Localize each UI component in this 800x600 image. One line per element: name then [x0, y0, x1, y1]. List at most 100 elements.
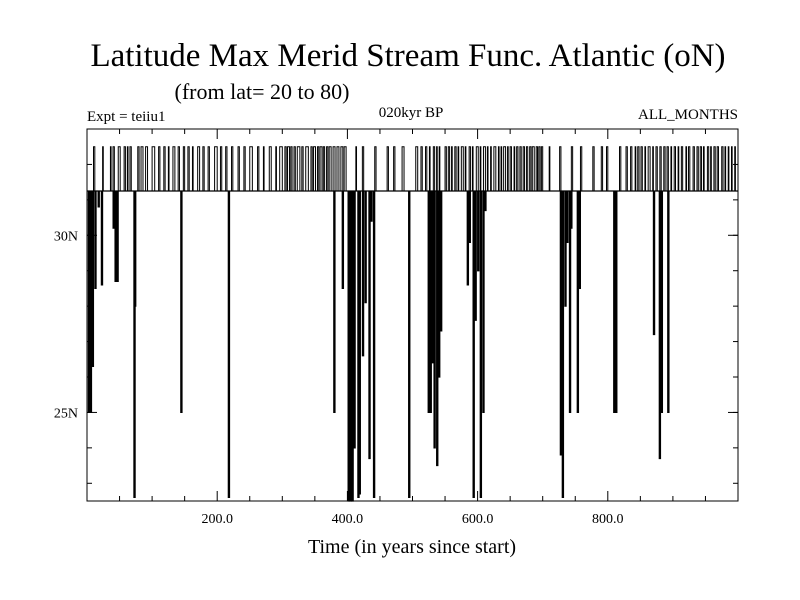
series-drop [347, 191, 350, 502]
series-high-pulse [355, 146, 358, 191]
series-high-pulse [326, 146, 329, 191]
series-drop [658, 191, 662, 460]
x-tick-label: 400.0 [332, 512, 364, 527]
series-high-pulse [522, 146, 525, 191]
series-drop [112, 191, 115, 229]
series-high-pulse [509, 146, 512, 191]
series-high-pulse [548, 146, 551, 191]
series-high-pulse [710, 146, 712, 191]
series-drop [472, 191, 475, 499]
series-drop [615, 191, 618, 414]
series-high-pulse [187, 146, 190, 191]
series-high-pulse [507, 146, 509, 191]
series-high-pulse [343, 146, 347, 191]
series-high-pulse [219, 146, 223, 191]
series-drop [568, 191, 572, 414]
series-high-pulse [519, 146, 522, 191]
series-high-pulse [535, 146, 538, 191]
series-high-pulse [112, 146, 115, 191]
series-high-pulse [637, 146, 640, 191]
series-high-pulse [310, 146, 313, 191]
series-drop [408, 191, 411, 499]
series-high-pulse [531, 146, 535, 191]
series-high-pulse [663, 146, 666, 191]
series-drop [439, 191, 443, 332]
series-high-pulse [721, 146, 724, 191]
series-drop [436, 191, 439, 467]
series-high-pulse [197, 146, 201, 191]
series-high-pulse [540, 146, 544, 191]
series-high-pulse [177, 146, 180, 191]
series-drop [570, 191, 573, 229]
series-high-pulse [647, 146, 651, 191]
series-drop [91, 191, 95, 367]
series-high-pulse [468, 146, 471, 191]
series-high-pulse [268, 146, 272, 191]
series-drop [437, 191, 441, 378]
series-high-pulse [444, 146, 447, 191]
y-tick-label: 25N [54, 406, 78, 421]
series-high-pulse [640, 146, 643, 191]
y-tick-label: 30N [54, 229, 78, 244]
series-high-pulse [436, 146, 438, 191]
chart-title: Latitude Max Merid Stream Func. Atlantic… [90, 38, 725, 74]
series-high-pulse [655, 146, 658, 191]
series-high-pulse [447, 146, 451, 191]
series-high-pulse [279, 146, 283, 191]
series-high-pulse [262, 146, 265, 191]
plot-area: 25N 30N 200.0 400.0 600.0 800.0 [54, 129, 738, 527]
series-high-pulse [319, 146, 323, 191]
series-high-pulse [685, 146, 688, 191]
series-drop [479, 191, 483, 499]
series-high-pulse [296, 146, 301, 191]
series-drop [364, 191, 367, 304]
series-high-pulse [386, 146, 389, 191]
series-high-pulse [652, 146, 654, 191]
series-drop [370, 191, 373, 222]
series-high-pulse [559, 146, 562, 191]
series-drop [349, 191, 352, 502]
series-drop [667, 191, 670, 414]
series-high-pulse [713, 146, 716, 191]
series-drop [114, 191, 117, 282]
series-drop [433, 191, 436, 449]
series-high-pulse [630, 146, 633, 191]
series-drop [482, 191, 485, 414]
series-high-pulse [513, 146, 516, 191]
series-high-pulse [225, 146, 228, 191]
series-high-pulse [361, 146, 365, 191]
plot-frame [86, 128, 739, 502]
series-high-pulse [231, 146, 234, 191]
series-high-pulse [724, 146, 727, 191]
series-drop [561, 191, 565, 499]
series-high-pulse [730, 146, 733, 191]
series-high-pulse [727, 146, 730, 191]
series-drop [576, 191, 580, 414]
series-high-pulse [109, 146, 112, 191]
series-high-pulse [688, 146, 691, 191]
series-high-pulse [293, 146, 296, 191]
series-high-pulse [137, 146, 140, 191]
series-high-pulse [191, 146, 194, 191]
series-high-pulse [93, 146, 96, 191]
series-drop [116, 191, 119, 282]
series-high-pulse [692, 146, 695, 191]
series-drop [180, 191, 183, 414]
series-high-pulse [336, 146, 340, 191]
series-high-pulse [117, 146, 121, 191]
series-drop [100, 191, 104, 286]
series-high-pulse [428, 146, 431, 191]
series-high-pulse [460, 146, 464, 191]
series-high-pulse [401, 146, 405, 191]
series-high-pulse [454, 146, 457, 191]
series-high-pulse [140, 146, 144, 191]
series-high-pulse [126, 146, 129, 191]
chart-subtitle: (from lat= 20 to 80) [175, 79, 350, 104]
series-high-pulse [328, 146, 332, 191]
series-high-pulse [123, 146, 126, 191]
series-high-pulse [493, 146, 497, 191]
series-drop [361, 191, 365, 357]
series-drop [227, 191, 231, 499]
series-high-pulse [287, 146, 290, 191]
